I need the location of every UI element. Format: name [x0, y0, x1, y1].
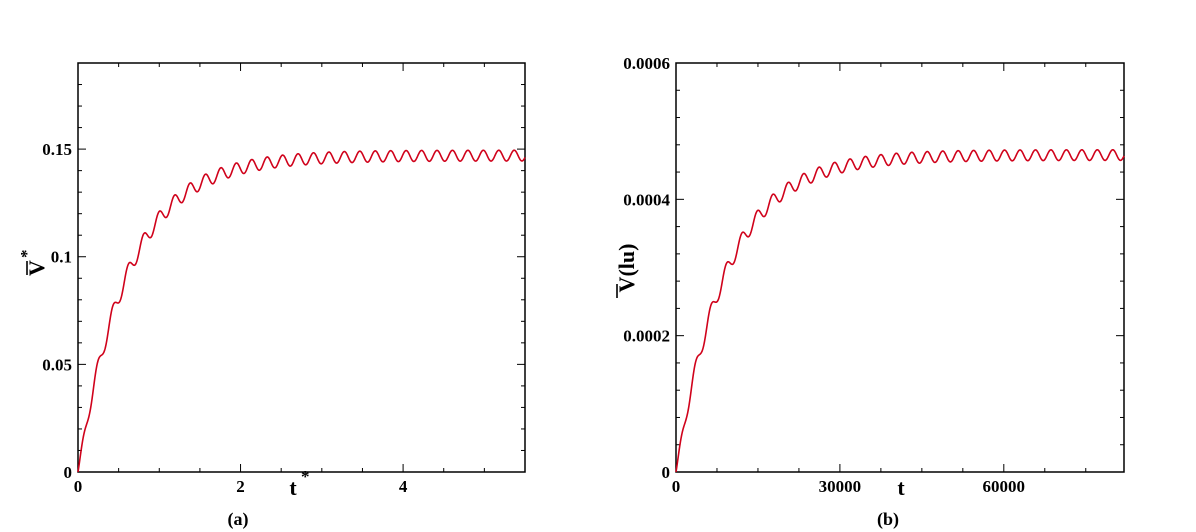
- plot-frame-a: [77, 62, 526, 473]
- x-tick-label: 30000: [819, 477, 862, 496]
- x-tick-label: 4: [399, 477, 408, 496]
- x-tick-label: 0: [672, 477, 681, 496]
- y-axis-superscript-a: *: [17, 250, 36, 259]
- y-tick-label: 0: [662, 463, 671, 482]
- ticks-b: [675, 62, 1124, 473]
- y-tick-label: 0.0006: [623, 54, 670, 73]
- caption-a: (a): [228, 509, 249, 530]
- y-tick-label: 0: [64, 463, 73, 482]
- y-tick-label: 0.15: [42, 140, 72, 159]
- x-tick-label: 0: [74, 477, 83, 496]
- y-axis-label-a: V: [24, 260, 49, 276]
- y-tick-label: 0.05: [42, 355, 72, 374]
- ticks-a: [77, 62, 526, 473]
- series-line-a: [77, 149, 526, 473]
- chart-panel-b: 0 30000 60000 0 0.0002 0.0004 0.0006 V(lu) t (…: [614, 54, 1125, 530]
- tick-labels-b: 0 30000 60000 0 0.0002 0.0004 0.0006: [623, 54, 1025, 496]
- x-tick-label: 2: [236, 477, 245, 496]
- y-axis-title-a: V *: [17, 250, 49, 276]
- caption-b: (b): [877, 509, 899, 530]
- x-axis-label-a: t: [289, 475, 297, 500]
- y-tick-label: 0.1: [51, 248, 72, 267]
- tick-labels-a: 0 2 4 0 0.05 0.1 0.15: [42, 140, 408, 496]
- x-tick-label: 60000: [983, 477, 1026, 496]
- plot-frame-b: [675, 62, 1125, 473]
- y-tick-label: 0.0004: [623, 190, 670, 209]
- chart-panel-a: 0 2 4 0 0.05 0.1 0.15 V * t * (a): [17, 62, 526, 530]
- y-axis-title-b: V(lu): [614, 244, 639, 298]
- series-line-b: [675, 148, 1125, 473]
- x-axis-label-b: t: [897, 475, 905, 500]
- y-axis-label-b: V(lu): [614, 244, 639, 293]
- x-axis-superscript-a: *: [301, 467, 310, 486]
- y-tick-label: 0.0002: [623, 327, 670, 346]
